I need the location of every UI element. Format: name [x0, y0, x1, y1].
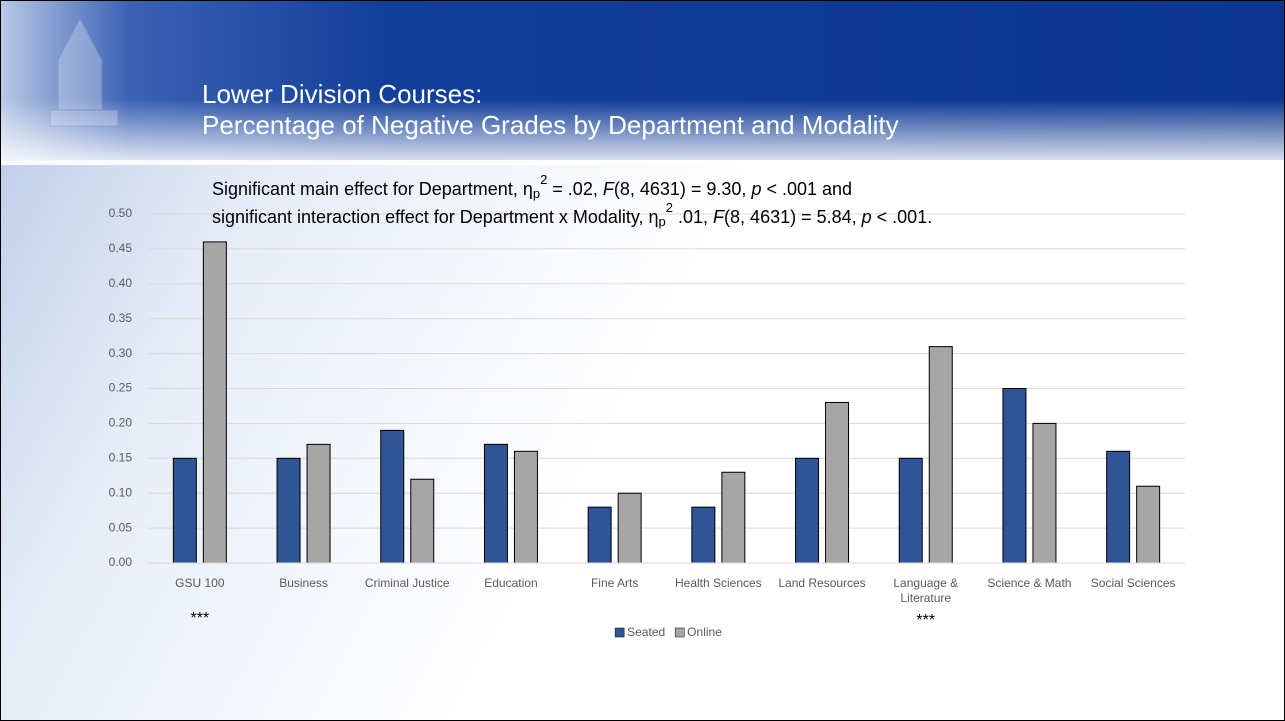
title-line: Lower Division Courses:	[202, 79, 482, 109]
bar	[825, 401, 850, 564]
x-tick-label: Fine Arts	[591, 576, 638, 590]
bar	[1002, 388, 1027, 564]
y-tick-label: 0.50	[109, 206, 133, 220]
x-tick-label: GSU 100	[175, 576, 225, 590]
bar	[1136, 485, 1161, 564]
y-tick-label: 0.45	[109, 241, 133, 255]
y-tick-label: 0.40	[109, 276, 133, 290]
annotation-segment: p	[659, 214, 666, 229]
y-tick-label: 0.35	[109, 311, 133, 325]
legend-swatch	[674, 627, 685, 638]
y-tick-label: 0.25	[109, 381, 133, 395]
bar	[721, 471, 746, 564]
bar	[380, 429, 405, 564]
bar	[587, 506, 612, 564]
bar	[410, 478, 435, 564]
bar	[795, 457, 820, 564]
annotation-segment: Significant main effect for Department, …	[212, 179, 533, 199]
legend-label: Seated	[627, 625, 665, 639]
bar	[172, 457, 197, 564]
annotation-segment: < .001 and	[761, 179, 852, 199]
x-tick-label: Education	[484, 576, 537, 590]
annotation-segment: p	[750, 179, 761, 199]
y-tick-label: 0.15	[109, 450, 133, 464]
annotation-line: significant interaction effect for Depar…	[212, 200, 932, 229]
x-tick-label: Business	[279, 576, 328, 590]
bar	[691, 506, 716, 564]
y-tick-label: 0.30	[109, 346, 133, 360]
annotation-segment: significant interaction effect for Depar…	[212, 207, 659, 227]
y-tick-label: 0.20	[109, 416, 133, 430]
y-tick-label: 0.05	[109, 520, 133, 534]
annotation-segment: 2	[540, 172, 547, 187]
x-tick-label: Science & Math	[987, 576, 1071, 590]
bar	[898, 457, 923, 564]
bar	[276, 457, 301, 564]
x-tick-label: Land Resources	[778, 576, 865, 590]
header-fade	[0, 0, 1285, 165]
bar	[928, 346, 953, 564]
annotation-segment: F	[713, 207, 725, 227]
significance-marker: ***	[916, 612, 935, 629]
annotation-segment: p	[861, 207, 872, 227]
annotation-segment: F	[603, 179, 615, 199]
x-tick-label: Social Sciences	[1091, 576, 1176, 590]
bar	[1032, 422, 1057, 564]
logo	[49, 16, 119, 127]
y-tick-label: 0.00	[109, 555, 133, 569]
bar	[202, 241, 227, 564]
y-tick-label: 0.10	[109, 485, 133, 499]
legend-label: Online	[687, 625, 722, 639]
annotation-line: Significant main effect for Department, …	[212, 172, 852, 201]
annotation-segment: p	[533, 186, 540, 201]
annotation-segment: .01,	[673, 207, 713, 227]
x-tick-label: Language & Literature	[893, 576, 958, 605]
title-line: Percentage of Negative Grades by Departm…	[202, 110, 899, 140]
legend-swatch	[614, 627, 625, 638]
annotation-segment: (8, 4631) = 9.30,	[614, 179, 752, 199]
bar	[306, 443, 331, 564]
annotation-segment: (8, 4631) = 5.84,	[724, 207, 862, 227]
bar	[483, 443, 508, 564]
bar	[1106, 450, 1131, 564]
annotation-segment: = .02,	[547, 179, 603, 199]
legend: Seated Online	[614, 625, 722, 639]
x-tick-label: Criminal Justice	[365, 576, 450, 590]
x-tick-label: Health Sciences	[675, 576, 762, 590]
annotation-segment: 2	[666, 200, 673, 215]
bar	[513, 450, 538, 564]
annotation-segment: < .001.	[872, 207, 933, 227]
bar	[617, 492, 642, 564]
significance-marker: ***	[191, 610, 210, 627]
